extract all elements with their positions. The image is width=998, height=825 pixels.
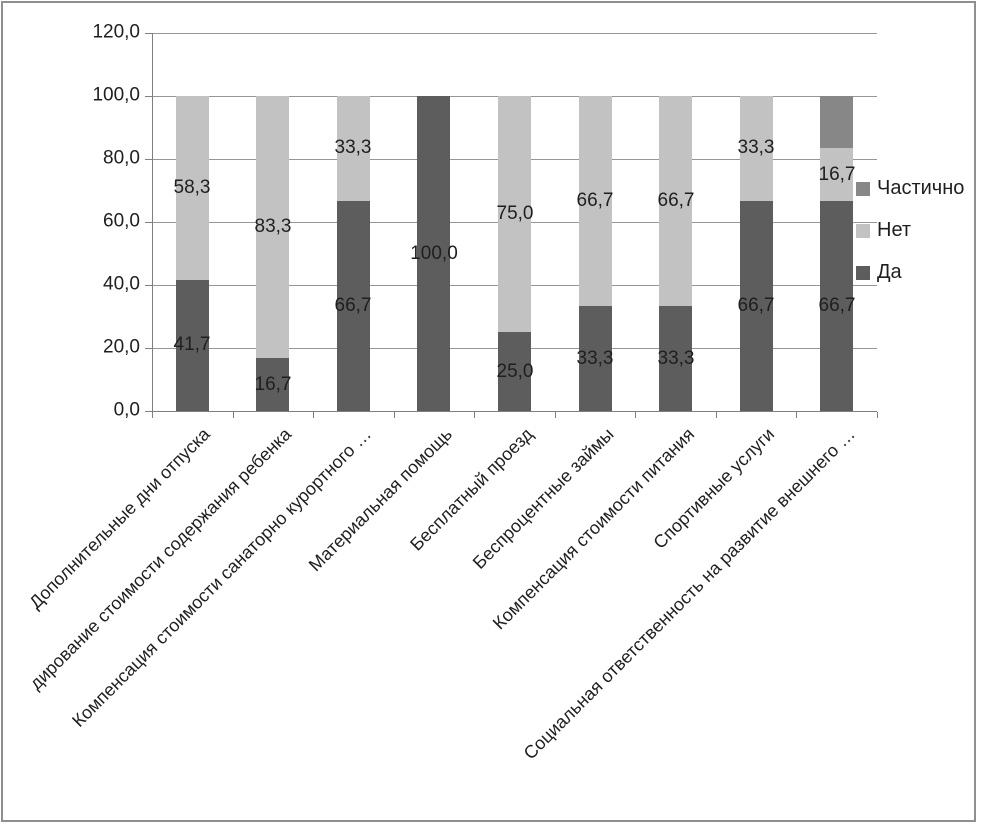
bar-segment-да-cat8 — [740, 201, 773, 411]
bar-segment-да-cat4 — [417, 96, 450, 411]
bar-segment-нет-cat1 — [176, 96, 209, 280]
data-label-да-cat1: 41,7 — [173, 334, 211, 355]
data-label-да-cat3: 66,7 — [334, 295, 372, 316]
y-tick — [145, 222, 152, 223]
bar-segment-да-cat2 — [256, 358, 289, 411]
bar-segment-да-cat7 — [659, 306, 692, 411]
data-label-нет-cat7: 66,7 — [657, 190, 695, 211]
y-axis-tick-label: 40,0 — [103, 273, 140, 295]
x-tick — [796, 412, 797, 418]
x-tick — [394, 412, 395, 418]
data-label-да-cat6: 33,3 — [576, 348, 614, 369]
bar-segment-нет-cat8 — [740, 96, 773, 201]
x-tick — [474, 412, 475, 418]
y-tick — [145, 33, 152, 34]
y-axis-tick-label: 20,0 — [103, 336, 140, 358]
x-tick — [152, 412, 153, 418]
bar-segment-да-cat9 — [820, 201, 853, 411]
bar-segment-частично-cat9 — [820, 96, 853, 148]
data-label-да-cat4: 100,0 — [410, 243, 458, 264]
data-label-да-cat2: 16,7 — [254, 374, 292, 395]
y-axis-line — [152, 33, 153, 416]
legend-item-нет: Нет — [856, 219, 964, 242]
x-tick — [716, 412, 717, 418]
y-axis-tick-label: 60,0 — [103, 210, 140, 232]
data-label-да-cat9: 66,7 — [818, 295, 856, 316]
legend-label: Частично — [877, 177, 965, 199]
data-label-нет-cat3: 33,3 — [334, 137, 372, 158]
y-axis-tick-label: 100,0 — [92, 84, 140, 106]
bar-segment-нет-cat2 — [256, 96, 289, 358]
data-label-нет-cat2: 83,3 — [254, 216, 292, 237]
bar-segment-нет-cat5 — [498, 96, 531, 332]
x-tick — [877, 412, 878, 418]
legend-item-да: Да — [856, 261, 964, 284]
bar-segment-нет-cat9 — [820, 148, 853, 201]
data-label-да-cat5: 25,0 — [496, 361, 534, 382]
legend-item-частично: Частично — [856, 177, 964, 200]
bar-segment-нет-cat6 — [579, 96, 612, 306]
y-tick — [145, 411, 152, 412]
y-axis-tick-label: 120,0 — [92, 21, 140, 43]
legend-label: Нет — [877, 219, 912, 241]
bar-segment-да-cat1 — [176, 280, 209, 411]
y-tick — [145, 159, 152, 160]
data-label-да-cat7: 33,3 — [657, 348, 695, 369]
legend-label: Да — [877, 261, 902, 283]
y-tick — [145, 348, 152, 349]
y-tick — [145, 285, 152, 286]
x-tick — [233, 412, 234, 418]
legend: Частично Нет Да — [856, 177, 964, 284]
gridline-120 — [152, 33, 877, 34]
bar-segment-да-cat3 — [337, 201, 370, 411]
legend-swatch-icon — [856, 265, 870, 280]
legend-swatch-icon — [856, 181, 870, 196]
y-axis-tick-label: 0,0 — [113, 399, 140, 421]
x-tick — [313, 412, 314, 418]
data-label-нет-cat9: 16,7 — [818, 164, 856, 185]
data-label-нет-cat1: 58,3 — [173, 177, 211, 198]
y-tick — [145, 96, 152, 97]
data-label-да-cat8: 66,7 — [737, 295, 775, 316]
bar-segment-нет-cat3 — [337, 96, 370, 201]
data-label-нет-cat5: 75,0 — [496, 203, 534, 224]
x-tick — [555, 412, 556, 418]
x-axis-line — [152, 411, 877, 412]
data-label-нет-cat6: 66,7 — [576, 190, 614, 211]
data-label-нет-cat8: 33,3 — [737, 137, 775, 158]
bar-segment-да-cat5 — [498, 332, 531, 411]
bar-segment-нет-cat7 — [659, 96, 692, 306]
y-axis-tick-label: 80,0 — [103, 147, 140, 169]
bar-segment-да-cat6 — [579, 306, 612, 411]
legend-swatch-icon — [856, 223, 870, 238]
x-tick — [635, 412, 636, 418]
chart-border — [1, 1, 976, 822]
